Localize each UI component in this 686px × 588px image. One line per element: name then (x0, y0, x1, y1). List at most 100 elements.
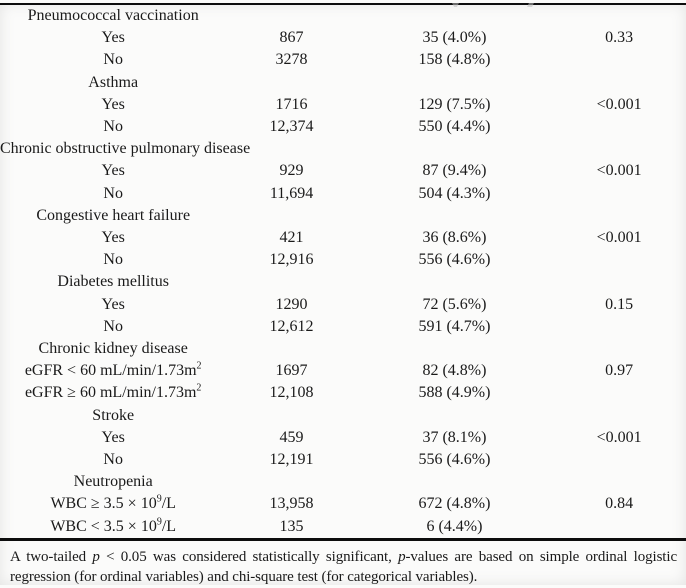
italic-text: p (92, 548, 100, 565)
text-segment: WBC < 3.5 × 10 (50, 517, 157, 535)
n-cell (226, 338, 356, 360)
variable-cell: No (0, 49, 226, 71)
p-value-cell (552, 338, 686, 360)
events-cell: 87 (9.4%) (357, 160, 553, 182)
text-segment: No (103, 184, 123, 202)
superscript-text: 9 (156, 494, 162, 506)
category-label-cell: Chronic kidney disease (0, 338, 226, 360)
text-segment: 12,374 (269, 118, 314, 136)
n-cell (226, 4, 356, 27)
text-segment: Yes (101, 29, 125, 47)
table-row: No 12,374 550 (4.4%) (0, 116, 686, 138)
events-cell (357, 72, 553, 94)
events-cell (357, 271, 553, 293)
category-row: Congestive heart failure (0, 205, 686, 227)
table-row: Yes 459 37 (8.1%) <0.001 (0, 427, 686, 449)
text-segment: Congestive heart failure (36, 206, 191, 224)
text-segment: 12,916 (269, 251, 314, 269)
p-value-cell: 0.97 (552, 360, 686, 382)
text-segment: 35 (4.0%) (422, 29, 487, 47)
table-row: No 12,191 556 (4.6%) (0, 449, 686, 471)
text-segment: 588 (4.9%) (418, 384, 491, 402)
table-body: Pneumococcal vaccination Yes 867 35 (4.0%) 0… (0, 4, 686, 539)
category-row: Diabetes mellitus (0, 271, 686, 293)
text-segment: No (103, 51, 123, 69)
category-row: Chronic obstructive pulmonary disease (0, 138, 686, 160)
p-value-cell: <0.001 (552, 427, 686, 449)
variable-cell: No (0, 249, 226, 271)
text-segment: 13,958 (269, 495, 314, 513)
text-segment: <0.001 (596, 95, 642, 113)
events-cell: 588 (4.9%) (357, 382, 553, 404)
p-value-cell (552, 72, 686, 94)
variable-cell: Yes (0, 94, 226, 116)
text-segment: Yes (101, 95, 125, 113)
n-cell: 135 (226, 516, 356, 540)
table-footnote: A two-tailed p < 0.05 was considered sta… (0, 541, 686, 588)
text-segment: 12,108 (269, 384, 314, 402)
p-value-cell: <0.001 (552, 94, 686, 116)
text-segment: 12,191 (269, 451, 314, 469)
footnote-line: A two-tailed p < 0.05 was considered sta… (10, 547, 677, 568)
variable-cell: Yes (0, 160, 226, 182)
n-cell: 1290 (226, 294, 356, 316)
n-cell: 1716 (226, 94, 356, 116)
text-segment: 591 (4.7%) (418, 317, 491, 335)
n-cell (226, 471, 356, 493)
text-segment: WBC ≥ 3.5 × 10 (50, 495, 157, 513)
p-value-cell (552, 471, 686, 493)
text-segment: Yes (101, 229, 125, 247)
text-segment: <0.001 (596, 229, 642, 247)
text-segment: Chronic kidney disease (38, 340, 188, 358)
text-segment: Yes (101, 162, 125, 180)
text-segment: <0.001 (596, 428, 642, 446)
n-cell: 12,108 (226, 382, 356, 404)
events-cell: 129 (7.5%) (357, 94, 553, 116)
events-cell (357, 405, 553, 427)
superscript-text: 2 (196, 360, 202, 372)
text-segment: 459 (279, 428, 304, 446)
p-value-cell (552, 205, 686, 227)
text-segment: regression (for ordinal variables) and c… (10, 569, 478, 586)
table-row: No 11,694 504 (4.3%) (0, 183, 686, 205)
n-cell: 459 (226, 427, 356, 449)
text-segment: 867 (279, 29, 304, 47)
text-segment: 82 (4.8%) (422, 362, 487, 380)
category-row: Stroke (0, 405, 686, 427)
p-value-cell: <0.001 (552, 160, 686, 182)
table-row: eGFR ≥ 60 mL/min/1.73m2 12,108 588 (4.9%) (0, 382, 686, 404)
text-segment: < 0.05 was considered statistically sign… (99, 548, 399, 565)
text-segment: 6 (4.4%) (426, 517, 483, 535)
table-row: Yes 421 36 (8.6%) <0.001 (0, 227, 686, 249)
text-segment: 3278 (275, 51, 308, 69)
scanned-paper-table-page: Pneumococcal vaccination Yes 867 35 (4.0%) 0… (0, 3, 686, 585)
n-cell: 867 (226, 27, 356, 49)
category-label-cell: Neutropenia (0, 471, 226, 493)
p-value-cell: 0.84 (552, 493, 686, 515)
text-segment: 1290 (275, 295, 308, 313)
events-cell (357, 205, 553, 227)
n-cell: 11,694 (226, 183, 356, 205)
n-cell: 13,958 (226, 493, 356, 515)
text-segment: 11,694 (269, 184, 314, 202)
text-segment: No (103, 118, 123, 136)
table-row: Yes 929 87 (9.4%) <0.001 (0, 160, 686, 182)
table-row: Yes 867 35 (4.0%) 0.33 (0, 27, 686, 49)
variable-cell: WBC ≥ 3.5 × 109/L (0, 493, 226, 515)
events-cell: 591 (4.7%) (357, 316, 553, 338)
events-cell: 550 (4.4%) (357, 116, 553, 138)
text-segment: /L (161, 517, 177, 535)
category-label-cell: Stroke (0, 405, 226, 427)
text-segment: A two-tailed (10, 548, 93, 565)
events-cell: 158 (4.8%) (357, 49, 553, 71)
n-cell (226, 205, 356, 227)
text-segment: eGFR < 60 mL/min/1.73m (24, 362, 197, 380)
variable-cell: Yes (0, 27, 226, 49)
variable-cell: No (0, 449, 226, 471)
text-segment: /L (161, 495, 176, 513)
p-value-cell (552, 4, 686, 27)
n-cell (226, 72, 356, 94)
text-segment: 129 (7.5%) (418, 95, 491, 113)
text-segment: 135 (279, 517, 304, 535)
text-segment: No (103, 251, 123, 269)
